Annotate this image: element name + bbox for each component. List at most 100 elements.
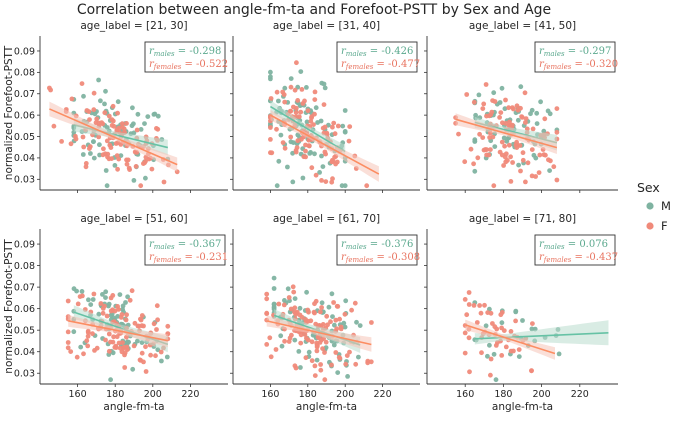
x-tick-label: 200	[336, 389, 354, 400]
data-point-f	[464, 312, 470, 318]
data-point-m	[108, 377, 113, 383]
panel-title: age_label = [41, 50]	[469, 20, 576, 32]
y-tick-label: 0.09	[14, 46, 35, 57]
regression-line-f	[266, 320, 372, 346]
data-point-f	[81, 351, 86, 357]
regression-line-f	[270, 114, 380, 175]
stat-r-males: rmales = 0.076	[539, 239, 608, 251]
stats-box	[144, 41, 226, 73]
data-point-f	[329, 179, 335, 185]
data-point-m	[318, 118, 324, 124]
data-point-f	[65, 329, 71, 335]
data-point-f	[317, 340, 323, 345]
data-point-f	[119, 121, 125, 127]
data-point-f	[148, 352, 154, 358]
data-point-f	[353, 361, 359, 367]
data-point-f	[536, 170, 542, 176]
data-point-f	[484, 113, 489, 119]
data-point-f	[154, 125, 159, 131]
data-point-f	[511, 106, 516, 112]
data-point-f	[456, 131, 461, 137]
data-point-f	[347, 349, 352, 355]
data-point-m	[493, 377, 499, 383]
y-tick-label: 0.07	[14, 89, 35, 100]
data-point-f	[306, 143, 312, 149]
data-point-f	[268, 354, 274, 360]
data-point-m	[80, 152, 86, 157]
data-point-f	[520, 150, 526, 156]
data-point-m	[288, 76, 294, 81]
facet-panel-5: age_label = [61, 70] 160 180 200 220 angle-fm…	[230, 213, 420, 413]
data-point-m	[304, 85, 309, 90]
data-point-m	[332, 322, 337, 328]
data-point-f	[96, 134, 102, 140]
data-point-f	[481, 147, 487, 153]
figure-title: Correlation between angle-fm-ta and Fore…	[77, 2, 551, 18]
data-point-f	[497, 115, 502, 120]
data-point-m	[152, 111, 158, 117]
data-point-m	[300, 175, 306, 181]
data-point-f	[322, 377, 328, 383]
data-point-f	[299, 87, 305, 92]
data-point-f	[498, 110, 504, 115]
data-point-m	[340, 123, 346, 129]
data-point-f	[143, 158, 148, 164]
data-point-f	[312, 301, 317, 307]
data-point-m	[319, 153, 324, 159]
data-point-f	[154, 303, 160, 309]
data-point-m	[335, 370, 341, 375]
data-point-m	[330, 314, 335, 319]
data-point-f	[499, 139, 505, 145]
legend: Sex M F	[637, 180, 671, 233]
data-point-f	[282, 338, 287, 344]
data-point-m	[297, 305, 303, 311]
data-point-f	[85, 330, 91, 335]
data-point-m	[341, 320, 347, 326]
data-point-m	[288, 139, 294, 145]
data-point-f	[480, 106, 486, 111]
data-point-f	[330, 124, 335, 130]
data-point-f	[332, 154, 337, 160]
data-point-f	[503, 159, 509, 165]
data-point-f	[498, 312, 504, 318]
data-point-f	[520, 157, 526, 163]
data-point-f	[320, 322, 326, 327]
data-point-f	[516, 347, 522, 352]
data-point-m	[313, 105, 319, 111]
data-point-f	[273, 347, 279, 352]
data-point-f	[344, 353, 350, 358]
data-point-m	[155, 347, 161, 353]
data-point-f	[337, 316, 342, 322]
data-point-m	[312, 151, 317, 157]
stat-r-females: rfemales = -0.308	[341, 252, 420, 264]
data-point-f	[488, 147, 493, 153]
data-point-f	[499, 353, 505, 358]
data-point-f	[93, 120, 99, 126]
data-point-f	[303, 148, 308, 154]
data-point-f	[121, 345, 127, 350]
data-point-f	[59, 139, 64, 144]
facet-panel-4: age_label = [51, 60] 0.03 0.04 0.05 0.06 0.07…	[14, 213, 228, 413]
data-point-f	[474, 320, 480, 325]
data-point-f	[118, 315, 124, 320]
data-point-f	[292, 363, 298, 369]
confidence-band-f	[270, 109, 379, 182]
data-point-f	[68, 141, 74, 147]
data-point-m	[97, 142, 102, 148]
data-point-f	[312, 97, 318, 102]
data-point-m	[516, 162, 521, 168]
data-point-f	[274, 126, 279, 132]
data-point-f	[525, 160, 531, 166]
data-point-f	[298, 340, 304, 346]
data-point-f	[508, 179, 514, 184]
y-axis-label: normalized Forefoot-PSTT	[3, 45, 15, 180]
data-point-f	[343, 361, 349, 367]
data-point-m	[534, 110, 540, 116]
facet-panel-1: age_label = [21, 30] 0.03 0.04 0.05 0.06 0.07…	[14, 20, 228, 193]
data-point-f	[518, 168, 523, 174]
data-point-m	[499, 320, 505, 326]
data-point-f	[481, 101, 487, 107]
panel-title: age_label = [61, 70]	[273, 213, 380, 225]
data-point-m	[516, 354, 522, 359]
data-point-f	[335, 123, 341, 129]
